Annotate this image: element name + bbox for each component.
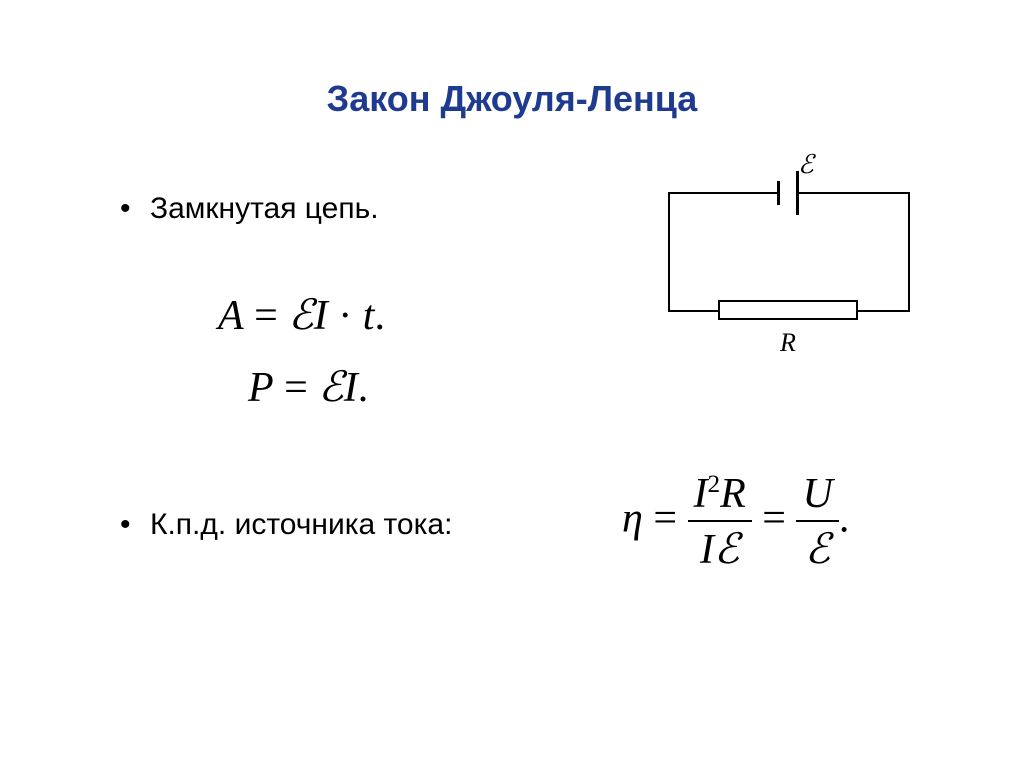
sym-P: P <box>248 365 274 411</box>
formula-power: P = ℰI. <box>248 362 368 412</box>
sym-I: I <box>344 365 358 411</box>
slide-title: Закон Джоуля-Ленца <box>0 78 1024 120</box>
circuit-label-emf: ℰ <box>798 150 814 180</box>
formula-efficiency: η = I2R Iℰ = U ℰ . <box>622 470 849 574</box>
slide: Закон Джоуля-Ленца Замкнутая цепь. К.п.д… <box>0 0 1024 767</box>
circuit-diagram: ℰ R <box>648 150 928 350</box>
sym-t: t <box>363 293 375 339</box>
battery-long-plate <box>796 171 799 215</box>
sym-I: I <box>314 293 328 339</box>
fraction-2: U ℰ <box>796 470 838 574</box>
wire-top-left <box>668 192 780 194</box>
wire-bottom-right <box>858 310 910 312</box>
wire-right <box>908 192 910 312</box>
formula-work: A = ℰI · t. <box>218 290 385 340</box>
sym-eta: η <box>622 496 643 542</box>
wire-top-right <box>796 192 908 194</box>
sym-A: A <box>218 293 244 339</box>
bullet-efficiency: К.п.д. источника тока: <box>150 508 452 542</box>
sym-emf: ℰ <box>288 293 313 339</box>
wire-left <box>668 192 670 312</box>
circuit-label-R: R <box>780 328 796 358</box>
sym-emf: ℰ <box>318 365 343 411</box>
wire-bottom-left <box>668 310 718 312</box>
bullet-closed-circuit: Замкнутая цепь. <box>150 192 379 226</box>
fraction-1: I2R Iℰ <box>688 470 752 574</box>
resistor <box>718 300 858 320</box>
battery-short-plate <box>777 181 780 205</box>
